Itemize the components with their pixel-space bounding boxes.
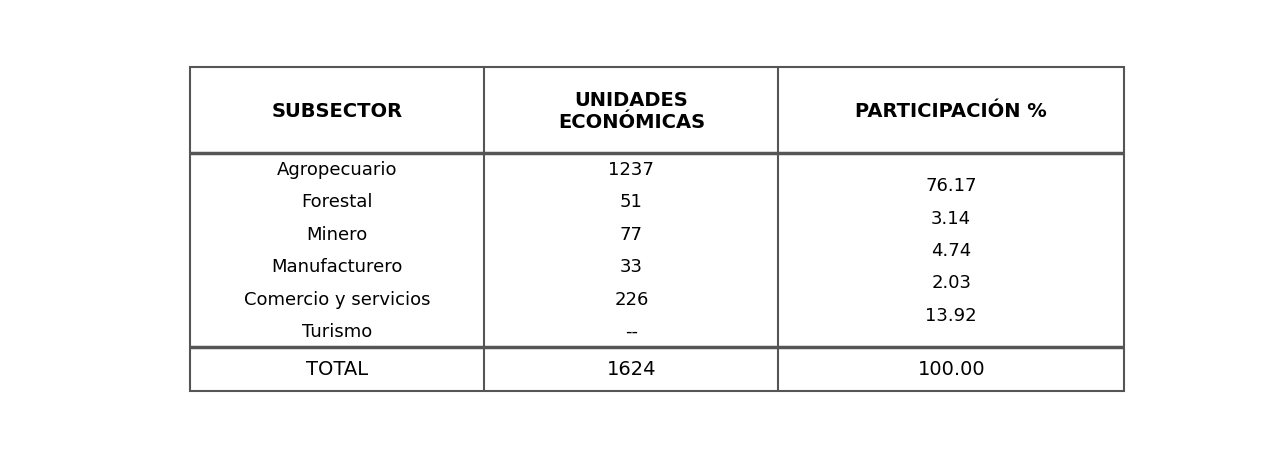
- Text: 100.00: 100.00: [918, 360, 985, 379]
- Text: 4.74: 4.74: [931, 241, 972, 259]
- Text: Comercio y servicios: Comercio y servicios: [244, 290, 431, 308]
- Text: Agropecuario: Agropecuario: [277, 161, 397, 179]
- Text: 3.14: 3.14: [931, 209, 972, 227]
- Text: PARTICIPACIÓN %: PARTICIPACIÓN %: [855, 101, 1047, 120]
- Text: Minero: Minero: [306, 226, 368, 244]
- Text: UNIDADES
ECONÓMICAS: UNIDADES ECONÓMICAS: [558, 90, 705, 131]
- Text: SUBSECTOR: SUBSECTOR: [272, 101, 403, 120]
- Text: 1624: 1624: [606, 360, 656, 379]
- Text: --: --: [624, 322, 638, 340]
- Text: 2.03: 2.03: [931, 274, 972, 292]
- Text: 33: 33: [619, 258, 642, 276]
- Text: 13.92: 13.92: [926, 306, 977, 324]
- Text: 77: 77: [619, 226, 642, 244]
- Text: Forestal: Forestal: [301, 193, 373, 211]
- Text: 226: 226: [614, 290, 649, 308]
- Text: 1237: 1237: [609, 161, 654, 179]
- Text: 51: 51: [620, 193, 642, 211]
- Text: Manufacturero: Manufacturero: [272, 258, 403, 276]
- Text: TOTAL: TOTAL: [306, 360, 368, 379]
- Text: 76.17: 76.17: [926, 177, 977, 195]
- Text: Turismo: Turismo: [303, 322, 372, 340]
